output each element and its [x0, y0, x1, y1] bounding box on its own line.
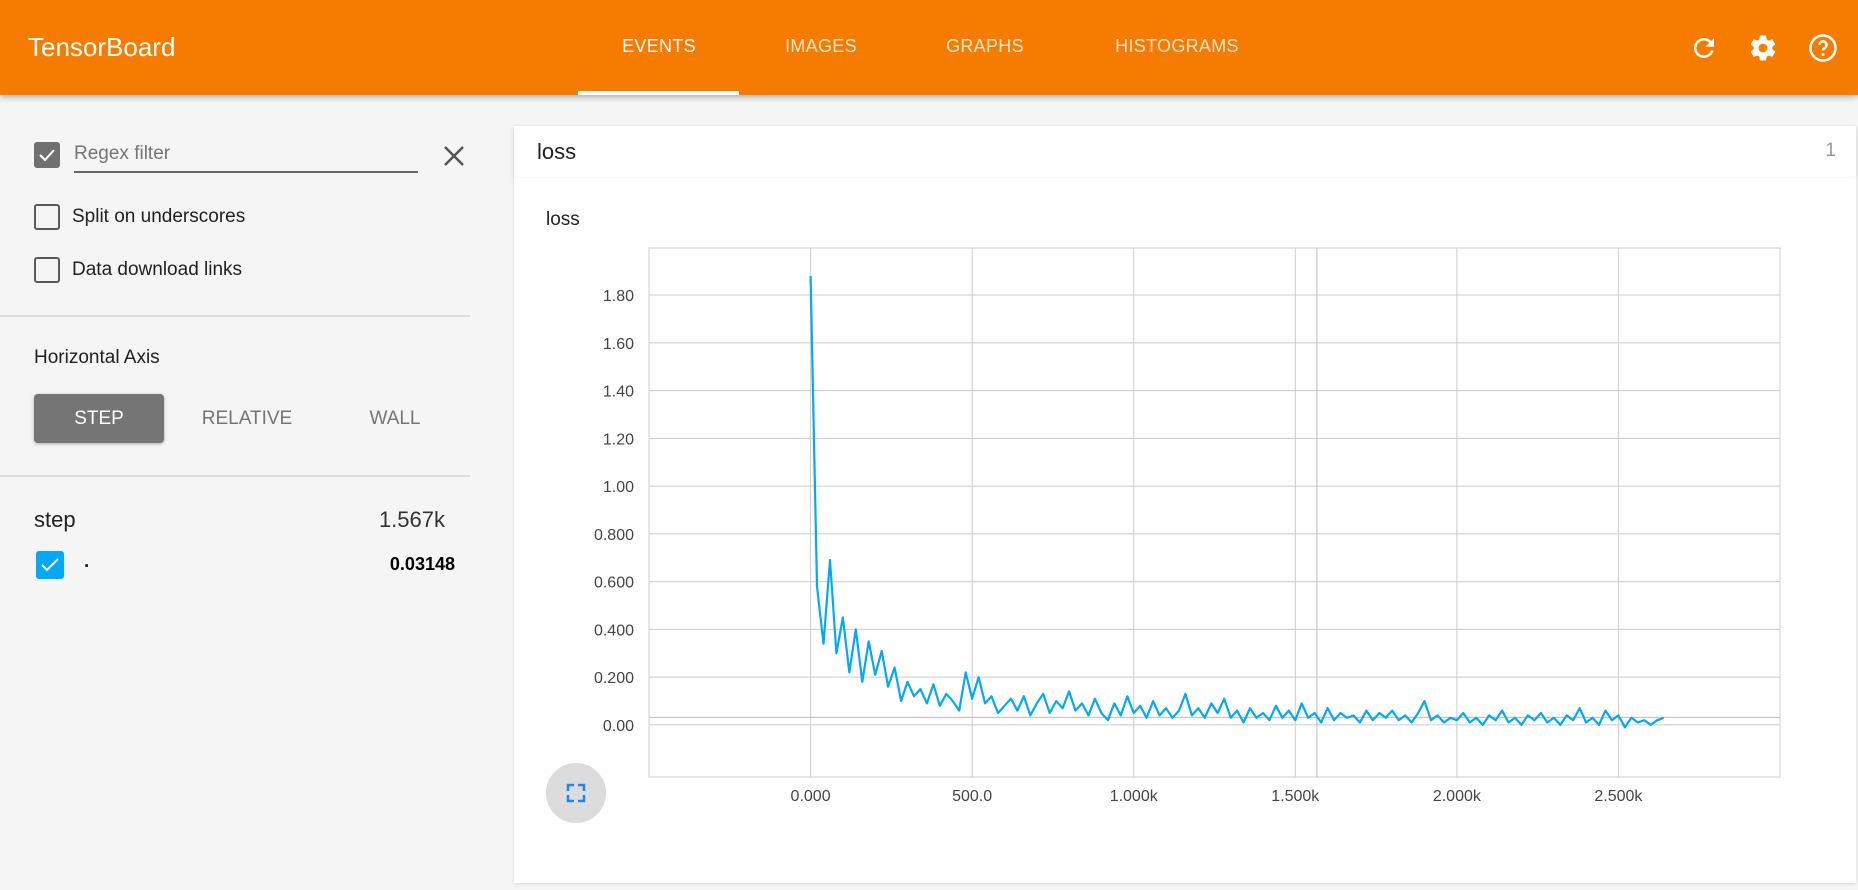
help-icon[interactable] [1808, 33, 1838, 63]
tooltip-x-value: 1.567k [378, 507, 445, 532]
split-underscores-label: Split on underscores [72, 206, 246, 227]
y-tick-label: 1.80 [603, 288, 634, 305]
x-tick-label: 2.500k [1594, 788, 1643, 805]
x-tick-label: 1.000k [1110, 788, 1159, 805]
refresh-icon[interactable] [1689, 33, 1719, 63]
sidebar-divider [0, 475, 470, 477]
y-tick-label: 0.800 [594, 527, 634, 544]
fullscreen-button[interactable] [546, 763, 606, 823]
chart-card: loss 0.00 0.200 0.400 0.600 0.800 1.00 1.20 1.4… [514, 178, 1856, 883]
y-tick-label: 0.400 [594, 622, 634, 639]
data-download-label: Data download links [72, 259, 243, 280]
tab-graphs[interactable]: GRAPHS [946, 36, 1024, 56]
tab-events[interactable]: EVENTS [622, 36, 696, 56]
axis-step-button[interactable]: STEP [34, 394, 164, 443]
sidebar: Split on underscores Data download links… [0, 95, 470, 890]
clear-filter-close-icon[interactable] [441, 143, 467, 169]
top-app-bar: TensorBoard EVENTS IMAGES GRAPHS HISTOGR… [0, 0, 1858, 95]
sidebar-divider [0, 315, 470, 317]
data-download-checkbox[interactable] [34, 257, 60, 283]
x-tick-label: 500.0 [952, 788, 992, 805]
tooltip-x-label: step [34, 507, 76, 532]
x-tick-label: 0.000 [791, 788, 831, 805]
y-tick-label: 1.60 [603, 336, 634, 353]
y-tick-label: 1.00 [603, 479, 634, 496]
run-value: 0.03148 [389, 554, 455, 574]
category-count: 1 [1825, 140, 1836, 161]
settings-icon[interactable] [1748, 33, 1778, 63]
chart-title: loss [546, 209, 580, 230]
category-name: loss [537, 139, 577, 164]
y-tick-label: 1.40 [603, 384, 634, 401]
tab-images[interactable]: IMAGES [785, 36, 857, 56]
fullscreen-icon [566, 783, 586, 803]
x-tick-label: 2.000k [1433, 788, 1482, 805]
x-tick-label: 1.500k [1271, 788, 1320, 805]
regex-filter-input[interactable] [74, 137, 418, 173]
loss-series-line [809, 275, 1665, 729]
axis-wall-button[interactable]: WALL [369, 407, 421, 429]
axis-relative-button[interactable]: RELATIVE [201, 407, 293, 429]
app-title: TensorBoard [28, 32, 176, 62]
split-underscores-checkbox[interactable] [34, 204, 60, 230]
horizontal-axis-title: Horizontal Axis [34, 347, 160, 368]
tab-histograms[interactable]: HISTOGRAMS [1115, 36, 1239, 56]
y-tick-label: 0.200 [594, 670, 634, 687]
y-tick-label: 0.00 [603, 718, 634, 735]
category-header[interactable]: loss 1 [514, 126, 1856, 178]
run-name: . [84, 551, 90, 572]
plot-frame [648, 247, 1781, 778]
regex-filter-checkbox[interactable] [34, 142, 60, 168]
loss-chart[interactable]: 0.00 0.200 0.400 0.600 0.800 1.00 1.20 1.40 1.60… [514, 178, 1856, 883]
run-checkbox[interactable] [36, 551, 64, 579]
active-tab-indicator [578, 91, 739, 95]
y-tick-label: 0.600 [594, 575, 634, 592]
y-tick-label: 1.20 [603, 431, 634, 448]
